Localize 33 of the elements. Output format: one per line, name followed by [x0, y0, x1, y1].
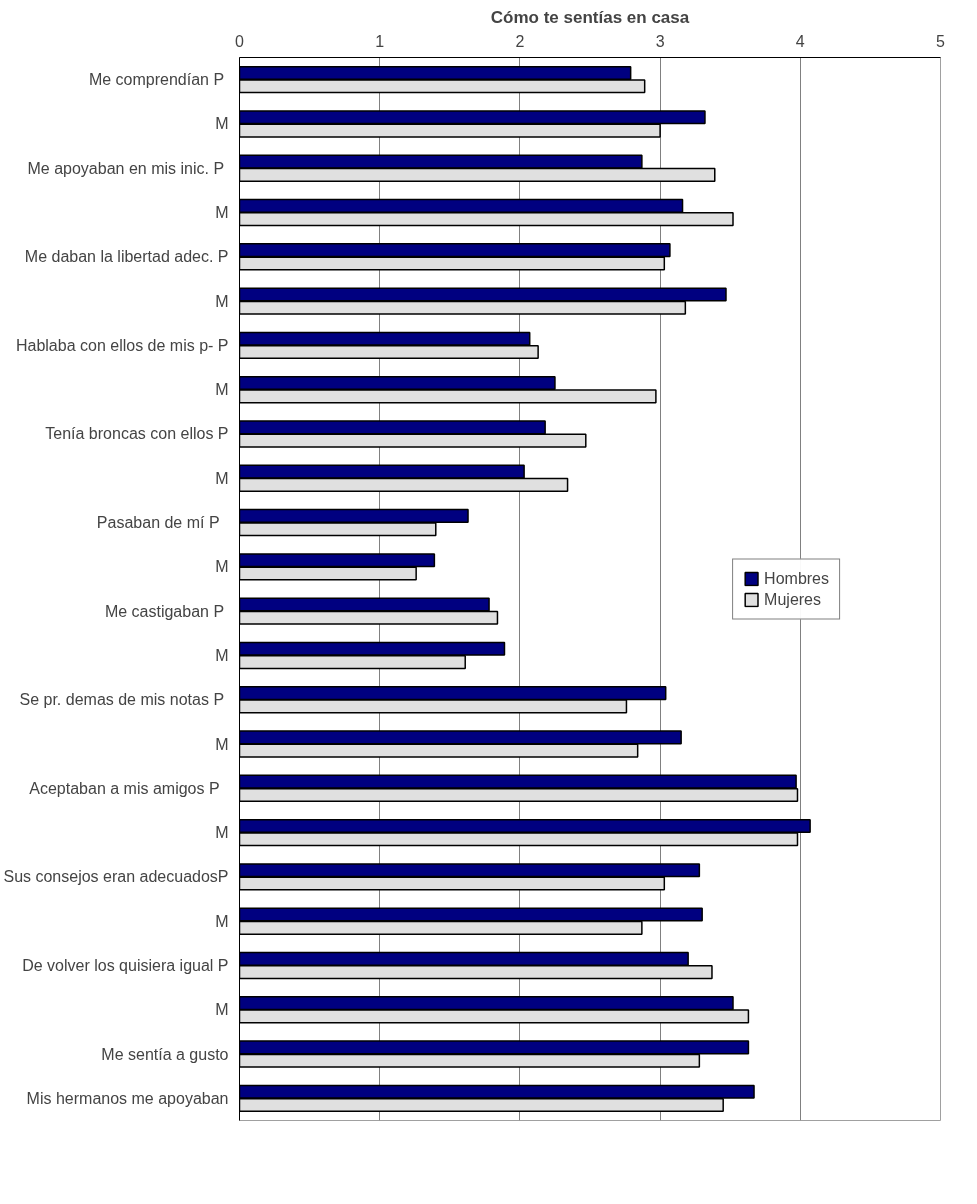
x-tick-label: 4 — [795, 32, 805, 50]
y-tick-label: M — [215, 735, 229, 753]
y-tick-label: Sus consejos eran adecuadosP — [3, 868, 229, 886]
y-tick-label: Pasaban de mí P — [96, 514, 220, 532]
y-tick-label: Me castigaban P — [104, 602, 225, 620]
y-tick-label: Aceptaban a mis amigos P — [29, 779, 220, 797]
y-tick-label: M — [215, 646, 229, 664]
y-tick-label: M — [215, 115, 229, 133]
y-tick-label: Me comprendían P — [88, 71, 225, 89]
y-tick-label: M — [215, 381, 229, 399]
x-tick-label: 0 — [235, 32, 245, 50]
y-tick-label: M — [215, 558, 229, 576]
y-tick-label: Me sentía a gusto — [101, 1045, 229, 1063]
y-tick-label: Tenía broncas con ellos P — [45, 425, 229, 443]
y-tick-label: M — [215, 469, 229, 487]
y-tick-label: Se pr. demas de mis notas P — [19, 691, 225, 709]
y-tick-label: De volver los quisiera igual P — [22, 956, 229, 974]
x-tick-label: 5 — [936, 32, 946, 50]
legend-label: Mujeres — [764, 590, 821, 608]
y-tick-label: Me apoyaban en mis inic. P — [27, 159, 225, 177]
x-tick-label: 1 — [375, 32, 385, 50]
y-tick-label: M — [215, 292, 229, 310]
x-tick-label: 2 — [515, 32, 525, 50]
x-tick-label: 3 — [655, 32, 665, 50]
y-tick-label: M — [215, 824, 229, 842]
y-tick-label: M — [215, 1001, 229, 1019]
y-tick-label: M — [215, 204, 229, 222]
legend-label: Hombres — [764, 569, 829, 587]
y-tick-label: Me daban la libertad adec. P — [24, 248, 229, 266]
y-tick-label: M — [215, 912, 229, 930]
chart-title: Cómo te sentías en casa — [490, 7, 690, 27]
y-tick-label: Hablaba con ellos de mis p- P — [15, 336, 229, 354]
y-tick-label: Mis hermanos me apoyaban — [26, 1089, 229, 1107]
